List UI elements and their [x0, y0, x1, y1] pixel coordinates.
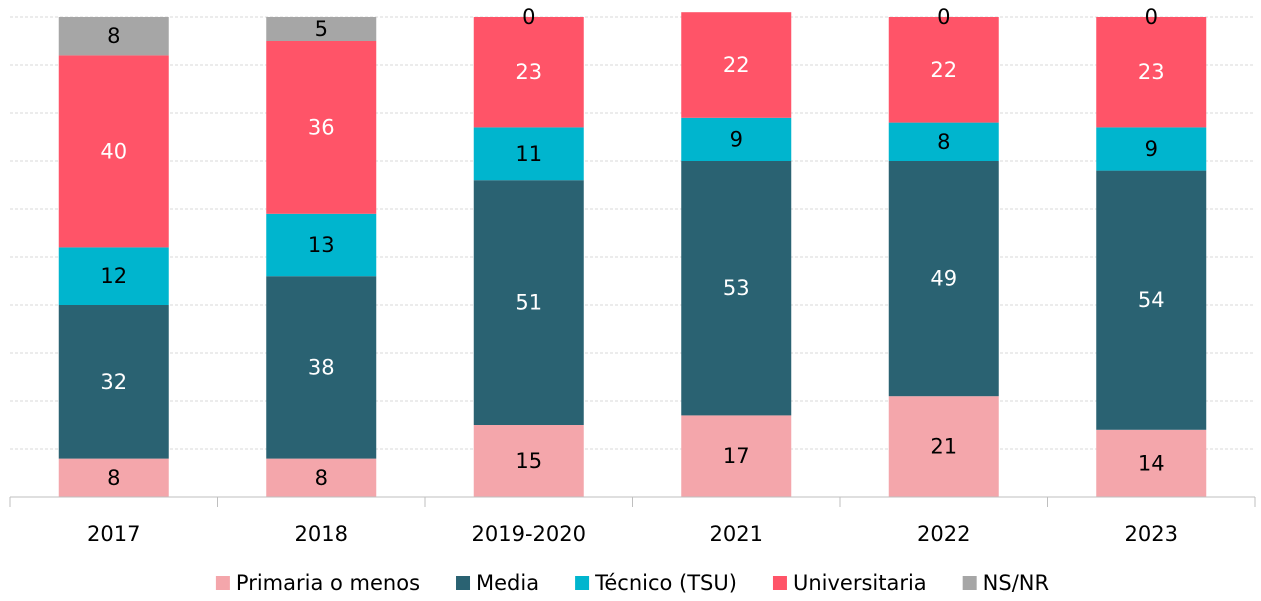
bar-label: 32 [100, 370, 127, 394]
bar-label: 9 [730, 127, 743, 151]
bar-label: 15 [515, 449, 542, 473]
bar-segment [681, 415, 792, 497]
bar-label: 8 [315, 466, 328, 490]
bar-label: 11 [515, 142, 542, 166]
bar-segment [473, 127, 584, 181]
bar-label: 8 [937, 130, 950, 154]
bar-label: 8 [107, 24, 120, 48]
bar-label: 21 [930, 435, 957, 459]
bar-label: 14 [1138, 451, 1165, 475]
bar-segment [266, 17, 377, 41]
bar-label: 22 [723, 53, 750, 77]
bar-segment [888, 17, 999, 123]
bar-segment [473, 180, 584, 425]
bar-label: 54 [1138, 288, 1165, 312]
x-tick-label: 2017 [87, 522, 140, 546]
legend-label: Primaria o menos [236, 571, 420, 595]
legend-label: Media [476, 571, 539, 595]
bar-segment [266, 458, 377, 497]
bar-segment [681, 12, 792, 118]
bar-label: 36 [308, 115, 335, 139]
bar-segment [58, 247, 169, 305]
legend-label: NS/NR [983, 571, 1049, 595]
x-tick-label: 2023 [1125, 522, 1178, 546]
bar-segment [888, 122, 999, 161]
bar-label: 40 [100, 139, 127, 163]
bar-label: 13 [308, 233, 335, 257]
bar-segment [473, 17, 584, 128]
x-tick-label: 2019-2020 [472, 522, 586, 546]
legend-swatch [456, 576, 471, 590]
bar-label: 49 [930, 267, 957, 291]
bar-label: 0 [937, 5, 950, 29]
bar-label: 22 [930, 58, 957, 82]
bar-segment [58, 55, 169, 248]
bar-label: 51 [515, 291, 542, 315]
x-tick-label: 2018 [295, 522, 348, 546]
bar-segment [473, 425, 584, 497]
bar-segment [58, 305, 169, 459]
bar-label: 17 [723, 444, 750, 468]
bar-label: 0 [1145, 5, 1158, 29]
legend-label: Universitaria [793, 571, 927, 595]
legend-swatch [962, 576, 977, 590]
bar-segment [681, 117, 792, 161]
bar-segment [888, 161, 999, 397]
bar-label: 0 [522, 5, 535, 29]
bar-segment [1096, 17, 1207, 128]
bar-label: 23 [515, 60, 542, 84]
bar-label: 12 [100, 264, 127, 288]
bar-segment [1096, 127, 1207, 171]
bar-label: 5 [315, 17, 328, 41]
bar-segment [888, 396, 999, 497]
bar-segment [58, 458, 169, 497]
x-tick-label: 2021 [710, 522, 763, 546]
bar-segment [266, 213, 377, 277]
bar-segment [266, 276, 377, 459]
legend-swatch [772, 576, 787, 590]
bar-label: 9 [1145, 137, 1158, 161]
bar-segment [1096, 170, 1207, 430]
legend-swatch [575, 576, 590, 590]
bar-label: 8 [107, 466, 120, 490]
bar-label: 23 [1138, 60, 1165, 84]
legend-swatch [215, 576, 230, 590]
bar-label: 53 [723, 276, 750, 300]
bar-label: 38 [308, 355, 335, 379]
bar-segment [681, 161, 792, 416]
x-tick-label: 2022 [917, 522, 970, 546]
bar-segment [266, 41, 377, 214]
legend-label: Técnico (TSU) [594, 571, 737, 595]
bar-segment [1096, 429, 1207, 497]
bar-segment [58, 17, 169, 56]
